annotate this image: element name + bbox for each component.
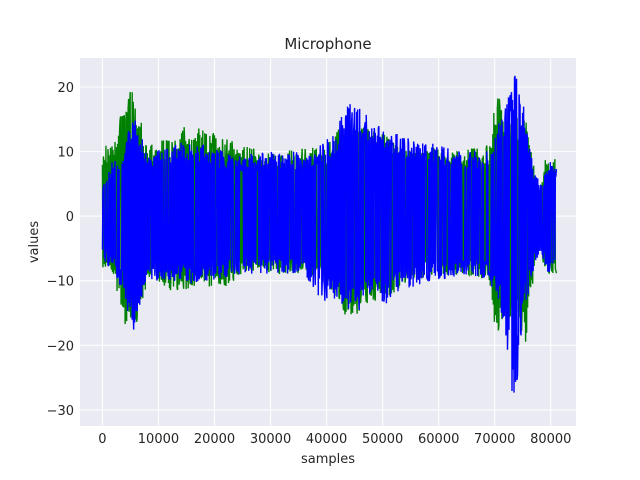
y-axis-label: values — [27, 221, 42, 264]
x-tick-label: 50000 — [362, 432, 403, 447]
plot-area — [101, 75, 558, 393]
x-tick-label: 10000 — [138, 432, 179, 447]
x-tick-label: 70000 — [474, 432, 515, 447]
x-tick-label: 0 — [98, 432, 106, 447]
series-line-2 — [101, 75, 558, 393]
y-tick-label: 10 — [57, 146, 74, 161]
x-tick-label: 80000 — [530, 432, 571, 447]
x-tick-label: 60000 — [418, 432, 459, 447]
x-tick-label: 30000 — [250, 432, 291, 447]
y-axis-ticks: −30 −20 −10 0 10 20 — [47, 81, 74, 419]
y-tick-label: 0 — [66, 210, 74, 225]
x-tick-label: 20000 — [194, 432, 235, 447]
x-axis-ticks: 0 10000 20000 30000 40000 50000 60000 70000 8000… — [98, 432, 571, 447]
chart-title: Microphone — [284, 35, 371, 53]
x-axis-label: samples — [301, 452, 355, 467]
x-tick-label: 40000 — [306, 432, 347, 447]
y-tick-label: 20 — [57, 81, 74, 96]
y-tick-label: −20 — [47, 339, 74, 354]
y-tick-label: −30 — [47, 404, 74, 419]
y-tick-label: −10 — [47, 275, 74, 290]
